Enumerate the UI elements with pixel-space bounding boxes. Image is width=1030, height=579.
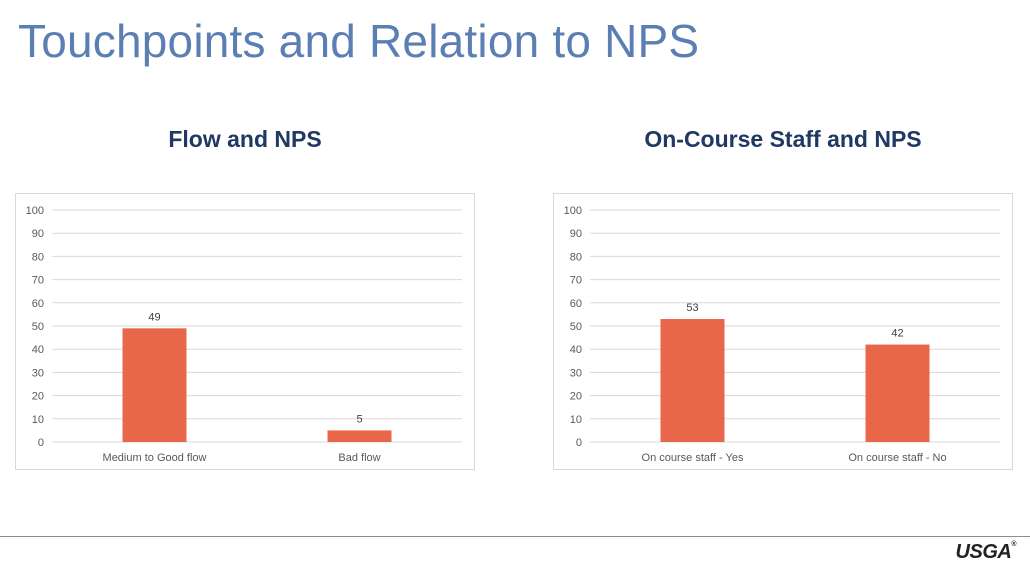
y-tick-label: 80 [570,251,582,263]
bar [660,319,725,442]
y-tick-label: 100 [564,205,582,217]
y-tick-label: 40 [32,344,44,356]
y-tick-label: 20 [570,391,582,403]
y-tick-label: 60 [570,298,582,310]
data-label: 53 [686,302,698,314]
y-tick-label: 30 [570,367,582,379]
y-tick-label: 30 [32,367,44,379]
chart-title-flow: Flow and NPS [168,126,322,152]
y-tick-label: 70 [570,275,582,287]
y-tick-label: 10 [32,414,44,426]
data-label: 49 [148,311,160,323]
x-category-label: On course staff - No [848,452,946,464]
slide-title: Touchpoints and Relation to NPS [18,15,700,67]
bar [865,344,930,442]
y-tick-label: 100 [26,205,44,217]
y-tick-label: 90 [570,228,582,240]
x-category-label: On course staff - Yes [642,452,744,464]
usga-logo-registered-mark: ® [1011,541,1016,548]
chart-flow-svg: 0 10 20 30 40 50 60 70 80 90 100 49 Medium to Good f… [26,205,462,464]
chart-title-staff: On-Course Staff and NPS [644,126,922,152]
y-tick-label: 50 [570,321,582,333]
data-label: 5 [356,413,362,425]
data-label: 42 [891,328,903,340]
y-tick-label: 80 [32,251,44,263]
chart-flow-nps: 0 10 20 30 40 50 60 70 80 90 100 49 Medium to Good f… [15,193,475,470]
y-tick-label: 60 [32,298,44,310]
usga-logo: USGA® [955,541,1017,564]
y-tick-label: 10 [570,414,582,426]
x-category-label: Bad flow [338,452,380,464]
y-tick-label: 40 [570,344,582,356]
y-tick-label: 0 [576,437,582,449]
footer-divider [0,536,1030,537]
chart-staff-nps: 0 10 20 30 40 50 60 70 80 90 100 53 On course staff … [553,193,1013,470]
y-tick-label: 0 [38,437,44,449]
y-tick-label: 20 [32,391,44,403]
bar [122,328,187,442]
y-tick-label: 90 [32,228,44,240]
y-tick-label: 70 [32,275,44,287]
x-category-label: Medium to Good flow [103,452,207,464]
bar [327,430,392,442]
usga-logo-text: USGA [955,541,1012,563]
y-tick-label: 50 [32,321,44,333]
chart-staff-svg: 0 10 20 30 40 50 60 70 80 90 100 53 On course staff … [564,205,1000,464]
